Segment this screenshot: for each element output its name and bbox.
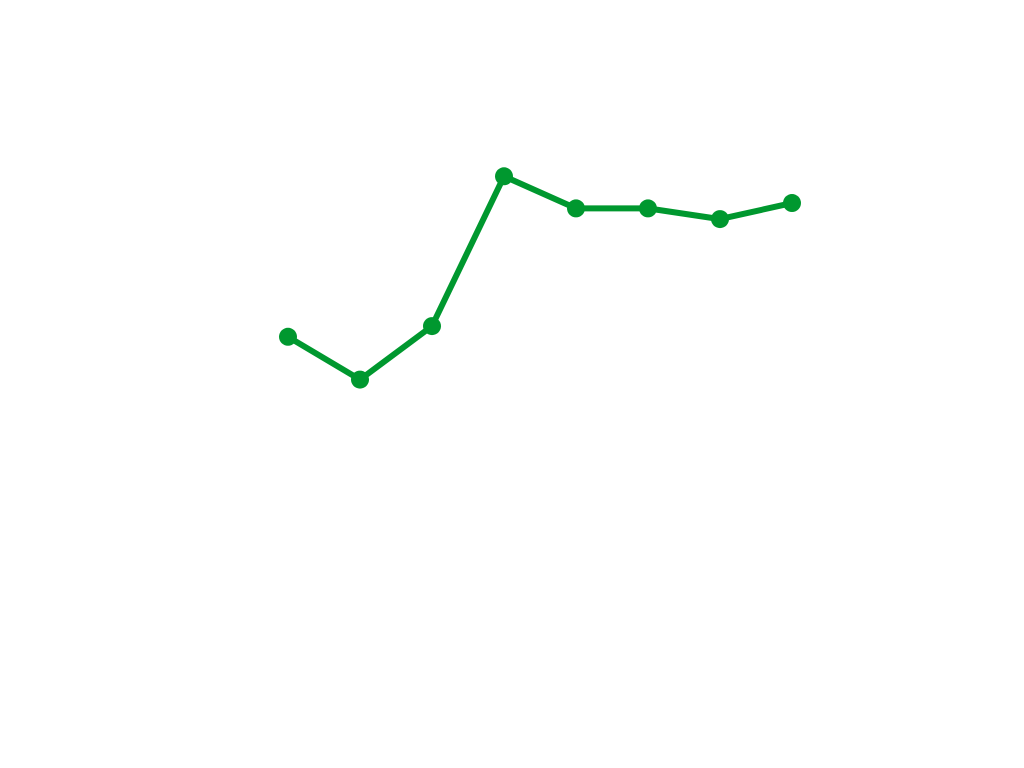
data-point: [279, 327, 297, 346]
series-line: [285, 173, 795, 383]
data-point: [711, 210, 729, 229]
data-point: [639, 199, 657, 218]
data-point: [495, 167, 513, 186]
data-point: [783, 194, 801, 213]
data-point: [423, 317, 441, 336]
data-point: [351, 370, 369, 389]
series-layer: [279, 167, 801, 389]
data-point: [567, 199, 585, 218]
